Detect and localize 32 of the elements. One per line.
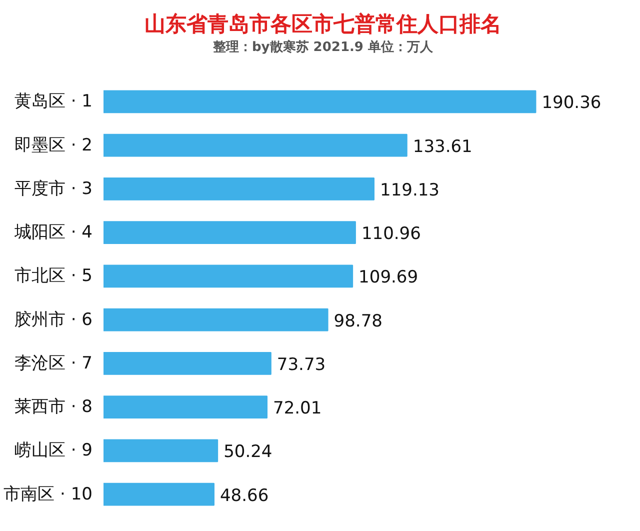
bar	[104, 134, 408, 157]
y-tick-label: 崂山区 · 9	[14, 440, 93, 461]
bar	[104, 221, 356, 244]
data-label: 73.73	[276, 354, 326, 375]
data-label: 48.66	[220, 486, 269, 506]
bar	[104, 308, 328, 332]
y-tick-label: 市南区 · 10	[4, 484, 92, 504]
y-tick-label: 黄岛区 · 1	[14, 92, 93, 112]
data-label: 109.69	[358, 268, 418, 288]
bar	[104, 396, 268, 418]
y-tick-label: 平度市 · 3	[14, 178, 93, 199]
chart-title: 山东省青岛市各区市七普常住人口排名	[144, 11, 502, 38]
y-tick-label: 即墨区 · 2	[14, 135, 93, 156]
y-tick-label: 莱西市 · 8	[14, 397, 93, 418]
y-tick-label: 城阳区 · 4	[13, 222, 93, 243]
chart-subtitle: 整理：by散寒苏 2021.9 单位：万人	[212, 39, 434, 57]
bar	[104, 90, 536, 114]
bar	[104, 178, 374, 200]
data-label: 98.78	[334, 311, 382, 332]
data-label: 190.36	[542, 93, 602, 114]
data-label: 133.61	[412, 136, 472, 157]
data-label: 50.24	[224, 442, 272, 462]
y-tick-label: 胶州市 · 6	[14, 310, 93, 330]
bar	[104, 482, 214, 506]
data-label: 119.13	[380, 180, 440, 200]
data-label: 110.96	[361, 224, 421, 244]
y-tick-label: 李沧区 · 7	[14, 353, 93, 374]
data-label: 72.01	[273, 398, 322, 419]
bar	[104, 439, 218, 462]
bar	[104, 264, 354, 288]
y-tick-label: 市北区 · 5	[14, 266, 93, 286]
bar	[104, 352, 272, 375]
